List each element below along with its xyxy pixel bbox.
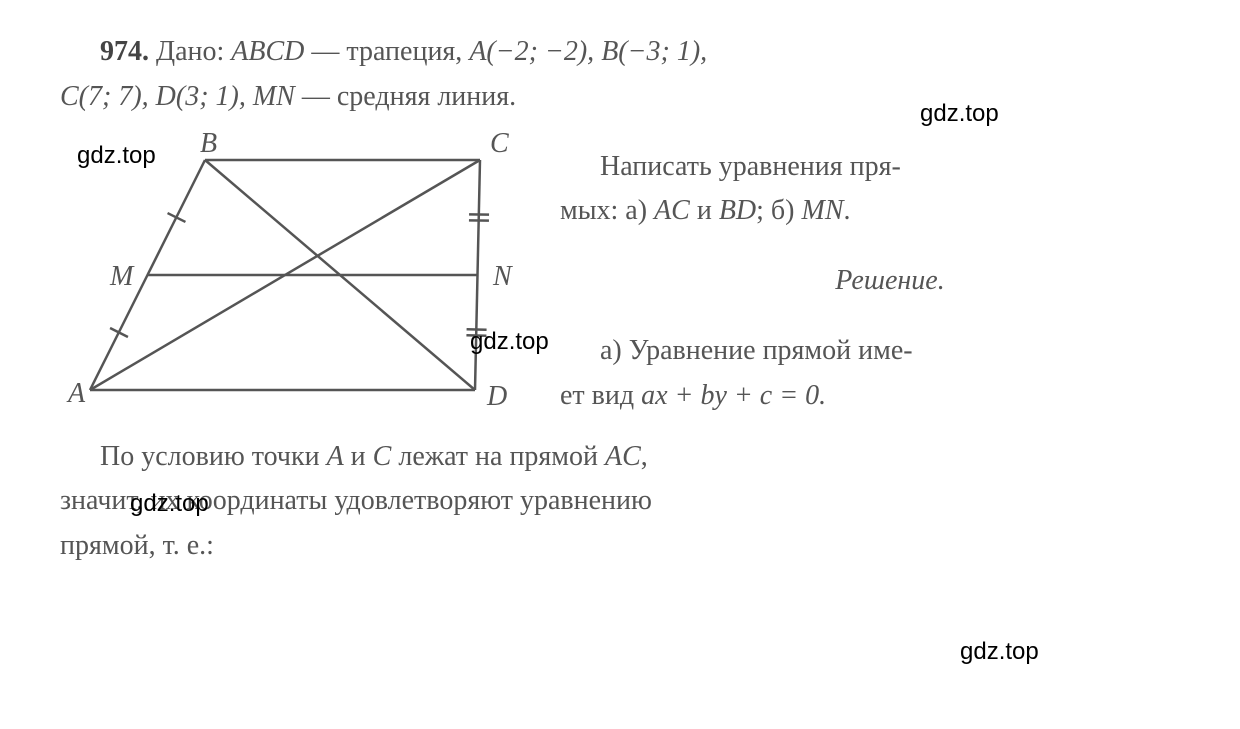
problem-statement: 974. Дано: ABCD — трапеция, A(−2; −2), B… [60,30,1180,120]
sep: — [304,36,346,67]
task-line1: Написать уравнения пря- [560,145,1180,190]
mn-label: MN [253,81,295,112]
shape-type: трапеция, [346,36,462,67]
point-a: A(−2; −2), [469,36,594,67]
bottom-line2: значит, их координаты удовлетворяют урав… [60,479,1180,524]
equation: ax + by + c = 0. [641,380,826,411]
bottom-end: , [641,441,648,472]
geometry-svg: A B C D M N [60,130,530,420]
watermark: gdz.top [130,490,209,518]
svg-text:N: N [492,261,513,292]
svg-text:D: D [486,381,507,412]
solution-a-line1: а) Уравнение прямой име- [560,329,1180,374]
svg-text:B: B [200,128,217,159]
task-suffix: ; б) [756,195,801,226]
point-d: D(3; 1), [156,81,246,112]
and-label: и [690,195,719,226]
given-label: Дано: [156,36,224,67]
solution-a-prefix: ет вид [560,380,641,411]
solution-title: Решение. [560,259,1180,304]
svg-text:A: A [66,378,86,409]
shape-name: ABCD [231,36,304,67]
point-a-ref: A [327,441,344,472]
ac-ref: AC [605,441,641,472]
task-end: . [844,195,851,226]
bd-label: BD [719,195,756,226]
and-ref: и [344,441,373,472]
bottom-mid: лежат на прямой [391,441,605,472]
point-c: C(7; 7), [60,81,149,112]
watermark: gdz.top [77,142,156,170]
task-prefix: мых: а) [560,195,654,226]
watermark: gdz.top [960,638,1039,666]
point-c-ref: C [373,441,392,472]
ac-label: AC [654,195,690,226]
mn-desc: — средняя линия. [295,81,516,112]
problem-number: 974. [100,36,149,67]
svg-text:M: M [109,261,135,292]
watermark: gdz.top [920,100,999,128]
svg-text:C: C [490,128,509,159]
bottom-line3: прямой, т. е.: [60,524,1180,569]
watermark: gdz.top [470,328,549,356]
solution-continuation: По условию точки A и C лежат на прямой A… [60,435,1180,569]
middle-section: ABCDMN Написать уравнения пря- мых: а) A… [60,130,1180,420]
bottom-prefix: По условию точки [100,441,327,472]
mn-task-label: MN [802,195,844,226]
task-and-solution: Написать уравнения пря- мых: а) AC и BD;… [560,130,1180,420]
trapezoid-diagram: A B C D M N [60,130,530,420]
point-b: B(−3; 1), [601,36,707,67]
